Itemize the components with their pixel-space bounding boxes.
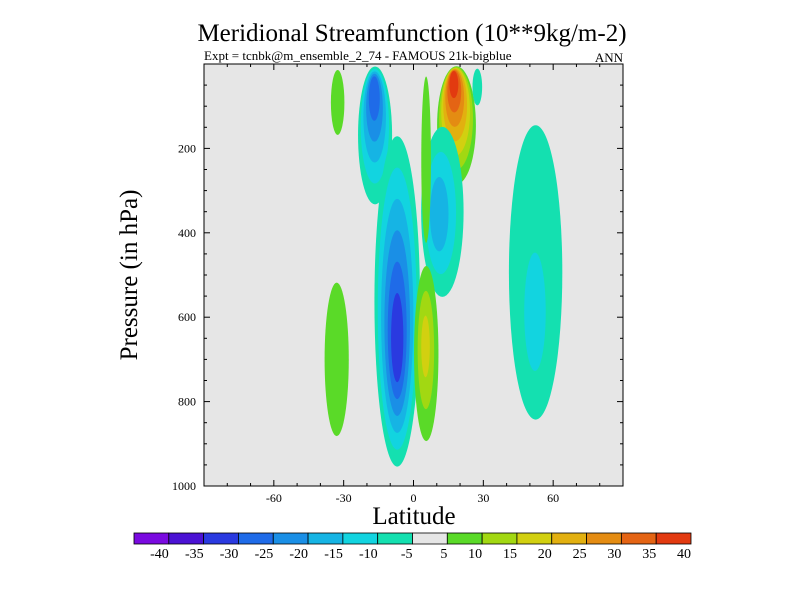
colorbar-label: 25 [573,547,587,562]
colorbar-label: 15 [503,547,517,562]
colorbar-label: 20 [538,547,552,562]
nh-mid-negative-cell [421,126,464,297]
nh-upper-negative-strip [472,68,483,106]
colorbar-label: 40 [677,547,691,562]
contour-band [472,68,483,106]
x-tick-label: 0 [411,491,417,505]
x-axis-label: Latitude [372,503,455,530]
colorbar-label: 10 [468,547,482,562]
x-tick-label: 60 [547,491,559,505]
colorbar-swatch [412,532,448,545]
colorbar-swatch [516,532,553,545]
contour-band [391,292,404,383]
equatorial-lower-positive-cell [414,266,439,442]
colorbar-label: -25 [255,547,274,562]
sh-upper-positive-strip [330,70,345,135]
colorbar-swatch [168,532,205,545]
y-axis-label: Pressure (in hPa) [116,190,143,361]
colorbar-swatch [446,532,483,545]
y-tick-label: 200 [178,141,196,155]
y-tick-label: 800 [178,395,196,409]
colorbar-label: 30 [607,547,621,562]
contour-band [421,315,430,378]
colorbar-swatch [238,532,274,545]
contour-band [429,176,449,252]
colorbar-label: -20 [289,547,308,562]
equatorial-positive-strip [421,76,431,243]
contour-band [449,71,459,99]
contour-band [330,70,345,135]
chart-title: Meridional Streamfunction (10**9kg/m-2) [197,20,626,47]
y-tick-label: 1000 [172,479,196,493]
colorbar-label: -10 [359,547,378,562]
colorbar-swatch [551,532,587,545]
colorbar-swatch [342,532,379,545]
contour-band [524,252,546,372]
colorbar-swatch [133,532,170,545]
colorbar-swatch [307,532,344,545]
contour-band [421,76,431,243]
colorbar-label: -15 [324,547,343,562]
axes-ticks [204,64,623,486]
y-tick-label: 400 [178,226,196,240]
x-tick-label: -30 [336,491,352,505]
colorbar-label: -30 [220,547,239,562]
y-tick-label: 600 [178,310,196,324]
chart-subtitle-left: Expt = tcnbk@m_ensemble_2_74 - FAMOUS 21… [204,48,512,63]
colorbar-swatch [203,532,239,545]
sh-lower-negative-cell [374,136,420,467]
nh-upper-positive-cell [437,66,476,185]
chart-subtitle-right: ANN [595,50,624,65]
contour-band [324,282,349,437]
colorbar-swatch [377,532,413,545]
colorbar-label: -35 [185,547,204,562]
x-tick-label: 30 [477,491,489,505]
x-tick-label: -60 [266,491,282,505]
sh-lower-positive-cell [324,282,349,437]
colorbar-swatch [586,532,622,545]
streamfunction-field [324,66,563,467]
colorbar-label: 35 [642,547,656,562]
colorbar: -40 -35 -30 -25 -20 -15 -10 -5 5 10 15 20 25 30 35 40 [133,532,692,562]
colorbar-label: 5 [440,547,447,562]
colorbar-label: -5 [401,547,413,562]
contour-band [368,76,380,121]
plot-area: -60 -30 0 30 60 200 400 600 800 1000 [172,63,624,505]
colorbar-swatch [272,532,309,545]
colorbar-swatch [481,532,518,545]
colorbar-swatch [655,532,692,545]
colorbar-label: -40 [150,547,169,562]
colorbar-swatch [620,532,657,545]
nh-midlat-negative-cell [508,125,563,420]
